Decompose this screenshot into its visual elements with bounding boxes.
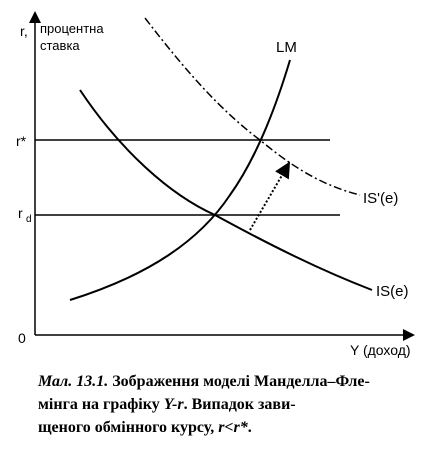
lm-curve	[69, 59, 291, 301]
origin-label: 0	[18, 330, 26, 346]
caption-text: . Випадок зави-	[183, 396, 296, 413]
r-d-subscript: d	[26, 214, 32, 225]
diagram: r, процентна ставка Y (доход) 0 r* r d L…	[16, 11, 415, 358]
y-axis-label: r,	[20, 23, 28, 39]
is-prime-label: IS'(e)	[363, 190, 398, 207]
shift-arrow	[249, 161, 291, 231]
caption-text: мінга на графіку	[38, 396, 164, 413]
y-axis-label: ставка	[40, 38, 80, 53]
caption-text: .	[247, 419, 252, 436]
x-axis-label: Y (доход)	[350, 342, 411, 358]
lm-label: LM	[276, 39, 297, 56]
is-label: IS(e)	[376, 283, 409, 300]
is-prime-curve	[144, 17, 361, 196]
y-axis-label: процентна	[40, 21, 104, 36]
caption-text: щеного обмінного курсу,	[38, 419, 219, 436]
is-curve	[79, 89, 373, 291]
caption-text: Y-r	[163, 396, 184, 413]
r-d-label: r	[18, 205, 23, 221]
caption: Мал. 13.1. Зображення моделі Манделла–Фл…	[38, 370, 438, 439]
r-star-label: r*	[16, 133, 27, 149]
caption-label: Мал. 13.1.	[38, 373, 109, 390]
caption-text: Зображення моделі Манделла–Фле-	[108, 373, 370, 390]
caption-text: r<r*	[218, 419, 248, 436]
